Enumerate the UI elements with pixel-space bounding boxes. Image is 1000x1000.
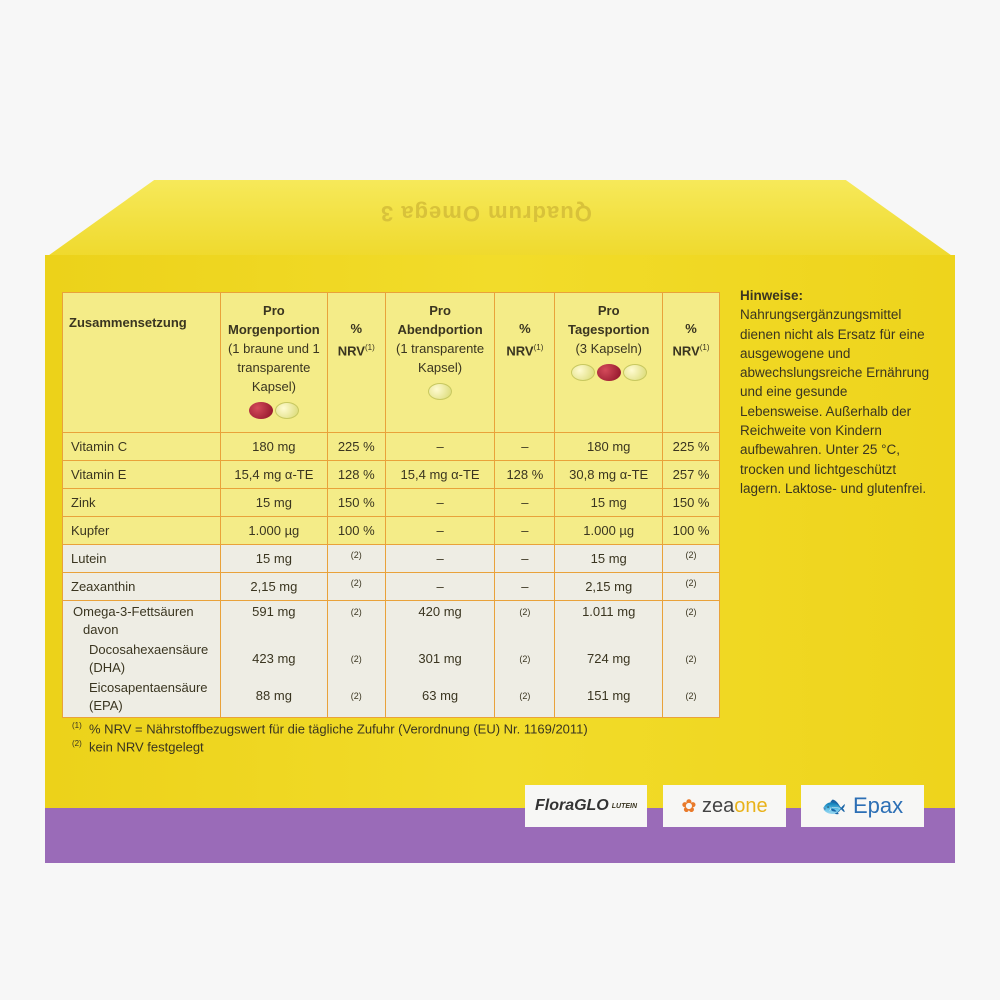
table-cell: 180 mg [219,432,328,461]
footnote-1: (1) % NRV = Nährstoffbezugswert für die … [72,721,588,737]
capsule-icons [390,383,491,400]
transparent-capsule-icon [570,364,595,381]
table-cell: – [384,572,496,601]
hint-text: Hinweise: Nahrungsergänzungsmittel diene… [740,288,930,496]
capsule-icons [225,402,323,419]
column-header: Pro Morgenportion (1 braune und 1 transpa… [219,292,328,433]
zeaone-logo: ✿ zea one [663,785,786,827]
table-cell: 15,4 mg α-TE [384,460,496,489]
table-cell: 1.011 mg 724 mg 151 mg [554,600,664,718]
transparent-capsule-icon [428,383,453,400]
table-row-omega3: Omega-3-Fettsäuren davon Docosahexaensäure… [62,600,720,718]
table-cell: 2,15 mg [219,572,328,601]
column-header: % NRV(1) [662,292,720,433]
table-cell: – [494,544,556,573]
transparent-capsule-icon [622,364,647,381]
table-cell: 128 % [494,460,556,489]
table-cell: (2) [662,572,720,601]
column-header: % NRV(1) [494,292,556,433]
capsule-icons [559,364,658,381]
table-cell: Kupfer [62,516,221,545]
table-cell: 30,8 mg α-TE [554,460,664,489]
brown-capsule-icon [248,402,273,419]
transparent-capsule-icon [274,402,299,419]
table-cell: (2) (2) (2) [662,600,720,718]
nutrition-table: Zusammensetzung Pro Morgenportion (1 braun… [62,292,720,718]
table-cell: – [384,488,496,517]
table-cell: 591 mg 423 mg 88 mg [219,600,328,718]
table-cell: (2) [662,544,720,573]
table-cell: (2) [326,572,386,601]
table-cell: 15 mg [554,488,664,517]
box-top-flap [45,180,955,258]
table-cell: 150 % [662,488,720,517]
table-cell: (2) (2) (2) [494,600,556,718]
table-cell: 1.000 µg [554,516,664,545]
floraglo-logo: FloraGLO LUTEIN [525,785,647,827]
table-cell: 225 % [662,432,720,461]
column-header: Pro Tagesportion (3 Kapseln) [554,292,664,433]
table-cell: – [384,432,496,461]
table-cell: – [494,572,556,601]
table-row: Zeaxanthin 2,15 mg (2) – –2,15 mg (2) [62,572,720,601]
table-cell: 15 mg [554,544,664,573]
table-cell: – [384,544,496,573]
table-row: Kupfer 1.000 µg 100 % – –1.000 µg 100 % [62,516,720,545]
footnote-2: (2) kein NRV festgelegt [72,739,204,755]
brown-capsule-icon [596,364,621,381]
table-row: Vitamin E 15,4 mg α-TE 128 % 15,4 mg α-TE 12… [62,460,720,489]
table-cell: – [494,432,556,461]
table-cell: 150 % [326,488,386,517]
table-cell: 15 mg [219,488,328,517]
table-cell: – [494,488,556,517]
table-cell: – [384,516,496,545]
table-cell: 420 mg 301 mg 63 mg [384,600,496,718]
table-cell: Lutein [62,544,221,573]
table-cell: Zink [62,488,221,517]
table-row: Lutein 15 mg (2) – –15 mg (2) [62,544,720,573]
table-cell: 180 mg [554,432,664,461]
table-cell: (2) (2) (2) [326,600,386,718]
column-header: % NRV(1) [326,292,386,433]
table-cell: 15,4 mg α-TE [219,460,328,489]
table-cell: 15 mg [219,544,328,573]
table-cell: 100 % [662,516,720,545]
table-cell: Omega-3-Fettsäuren davon Docosahexaensäure… [62,600,221,718]
table-cell: Vitamin C [62,432,221,461]
table-cell: 225 % [326,432,386,461]
epax-logo: 🐟 Epax [801,785,924,827]
table-cell: (2) [326,544,386,573]
table-cell: 128 % [326,460,386,489]
table-row: Zink 15 mg 150 % – –15 mg 150 % [62,488,720,517]
table-cell: – [494,516,556,545]
table-cell: 100 % [326,516,386,545]
column-header: Pro Abendportion (1 transparente Kapsel) [384,292,496,433]
column-header: Zusammensetzung [62,292,221,433]
table-cell: Zeaxanthin [62,572,221,601]
table-row: Vitamin C 180 mg 225 % – –180 mg 225 % [62,432,720,461]
table-cell: Vitamin E [62,460,221,489]
table-cell: 1.000 µg [219,516,328,545]
table-cell: 2,15 mg [554,572,664,601]
table-cell: 257 % [662,460,720,489]
flap-text: Quadrum Omega 3 [380,201,592,226]
